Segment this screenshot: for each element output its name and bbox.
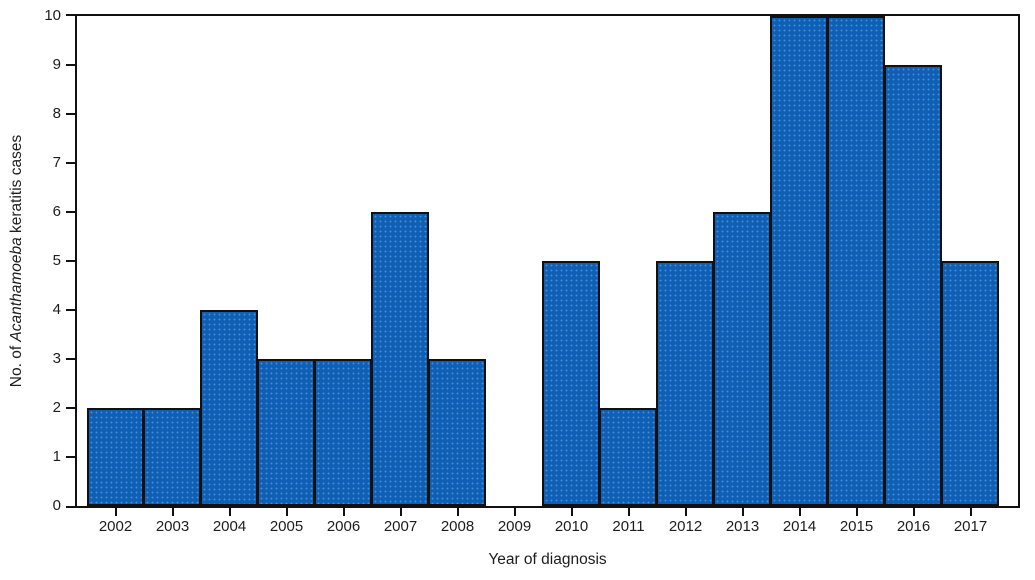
- x-tick-2008: [456, 508, 459, 516]
- bar-2007: [371, 212, 429, 506]
- bar-2015: [827, 16, 885, 506]
- y-tick-label-0: 0: [52, 497, 61, 514]
- x-tick-label-2006: 2006: [326, 518, 361, 535]
- x-tick-2015: [855, 508, 858, 516]
- x-tick-2012: [684, 508, 687, 516]
- y-tick-label-9: 9: [52, 56, 61, 73]
- y-tick-8: [66, 113, 75, 115]
- bar-2010: [542, 261, 600, 506]
- x-tick-label-2007: 2007: [383, 518, 418, 535]
- bar-2012: [656, 261, 714, 506]
- x-tick-label-2009: 2009: [497, 518, 532, 535]
- y-tick-4: [66, 309, 75, 311]
- bar-2013: [713, 212, 771, 506]
- y-tick-label-2: 2: [52, 399, 61, 416]
- x-tick-label-2015: 2015: [839, 518, 874, 535]
- y-tick-label-3: 3: [52, 350, 61, 367]
- x-tick-2013: [741, 508, 744, 516]
- y-tick-label-7: 7: [52, 154, 61, 171]
- y-tick-label-10: 10: [44, 7, 61, 24]
- x-tick-2003: [171, 508, 174, 516]
- x-tick-label-2011: 2011: [612, 518, 645, 535]
- x-tick-label-2008: 2008: [440, 518, 475, 535]
- x-tick-2010: [570, 508, 573, 516]
- x-tick-label-2013: 2013: [725, 518, 760, 535]
- bar-2008: [428, 359, 486, 506]
- x-tick-label-2003: 2003: [155, 518, 190, 535]
- x-tick-2005: [285, 508, 288, 516]
- x-tick-label-2002: 2002: [98, 518, 133, 535]
- bar-2016: [884, 65, 942, 506]
- y-tick-label-5: 5: [52, 252, 61, 269]
- bar-2005: [257, 359, 315, 506]
- x-tick-2011: [627, 508, 630, 516]
- x-tick-2002: [114, 508, 117, 516]
- x-tick-label-2017: 2017: [953, 518, 988, 535]
- y-tick-10: [66, 14, 75, 16]
- bar-2006: [314, 359, 372, 506]
- y-axis-title-suffix: keratitis cases: [8, 134, 25, 238]
- x-tick-2014: [798, 508, 801, 516]
- y-tick-1: [66, 456, 75, 458]
- x-tick-2006: [342, 508, 345, 516]
- bar-2002: [87, 408, 144, 506]
- y-tick-9: [66, 64, 75, 66]
- x-axis-title: Year of diagnosis: [488, 551, 607, 568]
- x-tick-2004: [228, 508, 231, 516]
- bar-2017: [941, 261, 999, 506]
- x-tick-2007: [399, 508, 402, 516]
- x-tick-label-2004: 2004: [212, 518, 247, 535]
- bar-2004: [200, 310, 258, 506]
- y-tick-label-8: 8: [52, 105, 61, 122]
- x-tick-label-2010: 2010: [554, 518, 589, 535]
- x-tick-label-2005: 2005: [269, 518, 304, 535]
- x-tick-2016: [912, 508, 915, 516]
- bar-2003: [143, 408, 201, 506]
- y-tick-6: [66, 211, 75, 213]
- y-tick-3: [66, 358, 75, 360]
- y-tick-label-4: 4: [52, 301, 61, 318]
- x-tick-label-2016: 2016: [896, 518, 931, 535]
- y-tick-5: [66, 260, 75, 262]
- y-tick-label-1: 1: [52, 448, 61, 465]
- bar-2014: [770, 16, 828, 506]
- x-tick-2017: [969, 508, 972, 516]
- x-tick-2009: [513, 508, 516, 516]
- y-tick-2: [66, 407, 75, 409]
- plot-area: 2002 2003 2004 2005 2006 2007 2008 2009 2010 2011…: [44, 7, 1020, 535]
- y-tick-7: [66, 162, 75, 164]
- y-tick-0: [66, 506, 75, 508]
- x-tick-label-2014: 2014: [782, 518, 817, 535]
- bar-2011: [599, 408, 657, 506]
- y-tick-label-6: 6: [52, 203, 61, 220]
- x-tick-label-2012: 2012: [668, 518, 703, 535]
